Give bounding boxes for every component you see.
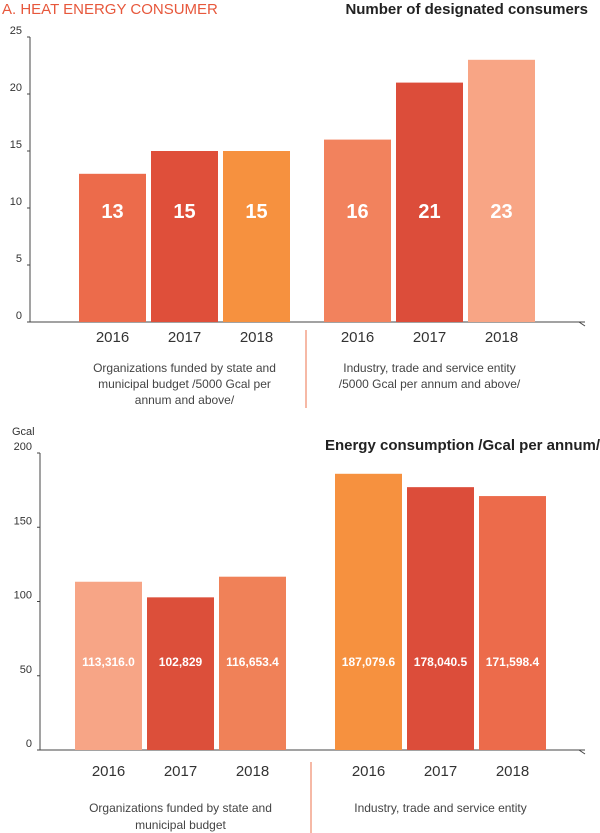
bar-value-label: 171,598.4 <box>486 655 540 669</box>
bar <box>335 473 402 750</box>
bar <box>223 151 290 322</box>
y-tick-label: 15 <box>10 139 22 151</box>
bar <box>324 139 391 322</box>
bar <box>396 82 463 322</box>
bar <box>151 151 218 322</box>
bar <box>407 487 474 750</box>
x-tick-label: 2016 <box>96 329 129 346</box>
bar <box>147 597 214 750</box>
group-label: annum and above/ <box>135 393 235 407</box>
group-label: /5000 Gcal per annum and above/ <box>339 377 521 391</box>
x-tick-label: 2017 <box>424 763 457 780</box>
x-tick-label: 2017 <box>168 329 201 346</box>
bar <box>468 59 535 323</box>
bar-value-label: 187,079.6 <box>342 655 396 669</box>
bar <box>79 173 146 322</box>
x-tick-label: 2017 <box>164 763 197 780</box>
x-tick-label: 2016 <box>352 763 385 780</box>
y-tick-label: 50 <box>20 664 32 676</box>
bar-value-label: 113,316.0 <box>82 655 135 669</box>
group-label: Industry, trade and service entity <box>354 801 527 815</box>
x-tick-label: 2017 <box>413 329 446 346</box>
y-tick-label: 25 <box>10 25 22 37</box>
section-header: A. HEAT ENERGY CONSUMER <box>2 1 218 18</box>
y-tick-label: 0 <box>26 738 32 750</box>
y-tick-label: 10 <box>10 196 22 208</box>
bar-value-label: 23 <box>490 201 512 223</box>
group-label: Organizations funded by state and <box>93 361 276 375</box>
chart-title-1: Number of designated consumers <box>345 1 588 18</box>
bar <box>219 576 286 750</box>
x-axis-end <box>578 749 586 755</box>
y-tick-label: 20 <box>10 82 22 94</box>
y-tick-label: 0 <box>16 310 22 322</box>
y-tick-label: 150 <box>14 515 32 527</box>
y-axis-label: Gcal <box>12 426 35 438</box>
bar-value-label: 21 <box>418 201 440 223</box>
y-tick-label: 200 <box>14 441 32 453</box>
x-tick-label: 2016 <box>341 329 374 346</box>
x-tick-label: 2018 <box>485 329 518 346</box>
x-tick-label: 2016 <box>92 763 125 780</box>
bar-value-label: 116,653.4 <box>226 655 279 669</box>
group-label: municipal budget <box>135 818 226 832</box>
bar <box>75 581 142 750</box>
bar-value-label: 178,040.5 <box>414 655 468 669</box>
y-tick-label: 5 <box>16 253 22 265</box>
bar-value-label: 13 <box>101 201 123 223</box>
x-tick-label: 2018 <box>240 329 273 346</box>
group-label: municipal budget /5000 Gcal per <box>98 377 271 391</box>
chart-title-2: Energy consumption /Gcal per annum/ <box>325 437 600 454</box>
bar-value-label: 16 <box>346 201 368 223</box>
y-tick-label: 100 <box>14 590 32 602</box>
bar-value-label: 15 <box>245 201 267 223</box>
x-tick-label: 2018 <box>236 763 269 780</box>
x-axis-end <box>578 321 586 327</box>
bar-value-label: 15 <box>173 201 195 223</box>
group-label: Organizations funded by state and <box>89 801 272 815</box>
x-tick-label: 2018 <box>496 763 529 780</box>
bar-value-label: 102,829 <box>159 655 203 669</box>
bar <box>479 496 546 750</box>
group-label: Industry, trade and service entity <box>343 361 516 375</box>
